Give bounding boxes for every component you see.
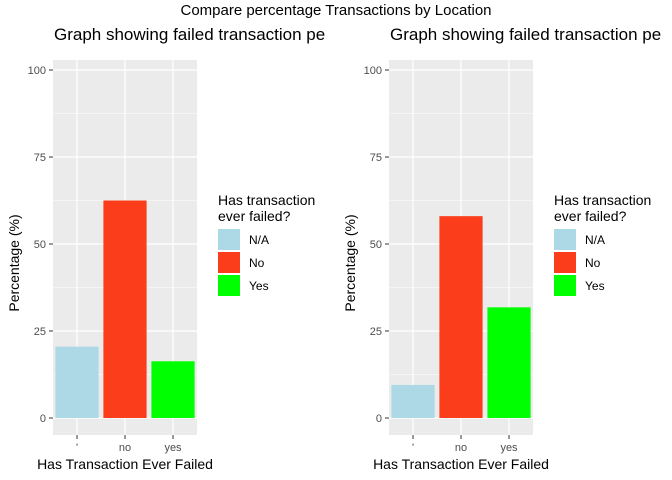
legend: Has transaction ever failed? N/A No Yes <box>554 192 664 297</box>
bar-no <box>103 200 147 418</box>
chart-panel-right: Graph showing failed transaction pe 0 25 5… <box>336 20 672 480</box>
legend: Has transaction ever failed? N/A No Yes <box>218 192 328 297</box>
x-tick-label: yes <box>164 442 182 454</box>
figure-title: Compare percentage Transactions by Locat… <box>180 2 492 19</box>
legend-label: No <box>249 255 265 270</box>
x-axis-label: Has Transaction Ever Failed <box>373 456 549 472</box>
y-tick-label: 25 <box>34 326 46 338</box>
legend-label: Yes <box>249 278 269 293</box>
y-tick-label: 0 <box>376 413 382 425</box>
legend-swatch <box>218 252 240 273</box>
x-axis-label: Has Transaction Ever Failed <box>37 456 213 472</box>
x-tick-label: ' <box>76 442 78 454</box>
y-tick-label: 100 <box>364 65 382 77</box>
legend-label: Yes <box>585 278 605 293</box>
y-tick-label: 100 <box>28 65 46 77</box>
legend-swatch <box>554 275 576 296</box>
bar-no <box>439 216 483 418</box>
bar-na <box>55 346 99 418</box>
legend-item-na: N/A <box>554 228 664 251</box>
y-axis-label: Percentage (%) <box>342 214 358 312</box>
legend-swatch <box>554 229 576 250</box>
legend-item-yes: Yes <box>218 274 328 297</box>
legend-swatch <box>218 275 240 296</box>
y-tick-label: 25 <box>370 326 382 338</box>
legend-item-no: No <box>218 251 328 274</box>
x-tick-label: ' <box>412 442 414 454</box>
y-tick-label: 75 <box>34 152 46 164</box>
bar-na <box>391 384 435 418</box>
plot-area: 0 25 50 75 100 ' no yes <box>28 60 197 454</box>
legend-item-yes: Yes <box>554 274 664 297</box>
y-axis-label: Percentage (%) <box>6 214 22 312</box>
bar-yes <box>151 361 195 418</box>
legend-label: No <box>585 255 601 270</box>
x-tick-label: no <box>119 442 131 454</box>
legend-label: N/A <box>249 232 270 247</box>
y-tick-label: 0 <box>40 413 46 425</box>
legend-swatch <box>218 229 240 250</box>
x-tick-label: yes <box>500 442 518 454</box>
legend-item-no: No <box>554 251 664 274</box>
legend-item-na: N/A <box>218 228 328 251</box>
x-tick-label: no <box>455 442 467 454</box>
y-tick-label: 50 <box>34 239 46 251</box>
chart-panel-left: Graph showing failed transaction pe 0 25 5… <box>0 20 336 480</box>
legend-swatch <box>554 252 576 273</box>
chart-title: Graph showing failed transaction pe <box>390 25 662 44</box>
y-tick-label: 50 <box>370 239 382 251</box>
y-tick-label: 75 <box>370 152 382 164</box>
bar-yes <box>487 307 531 418</box>
legend-title: Has transaction ever failed? <box>218 192 316 224</box>
plot-area: 0 25 50 75 100 ' no yes <box>364 60 533 454</box>
chart-title: Graph showing failed transaction pe <box>54 25 326 44</box>
legend-title: Has transaction ever failed? <box>554 192 652 224</box>
legend-label: N/A <box>585 232 606 247</box>
